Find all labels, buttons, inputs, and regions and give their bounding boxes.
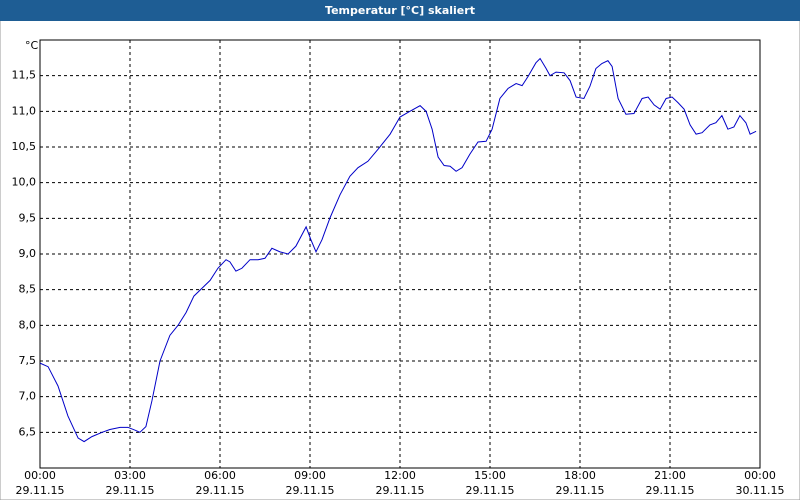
x-tick-label: 09:00 bbox=[294, 469, 326, 482]
y-tick-label: 10,5 bbox=[12, 140, 37, 153]
x-tick-date: 29.11.15 bbox=[556, 484, 605, 497]
x-tick-date: 29.11.15 bbox=[16, 484, 65, 497]
title-bar bbox=[0, 0, 800, 21]
x-tick-date: 29.11.15 bbox=[106, 484, 155, 497]
x-tick-label: 21:00 bbox=[654, 469, 686, 482]
x-tick-date: 29.11.15 bbox=[646, 484, 695, 497]
x-tick-label: 06:00 bbox=[204, 469, 236, 482]
x-tick-date: 30.11.15 bbox=[736, 484, 785, 497]
x-tick-date: 29.11.15 bbox=[376, 484, 425, 497]
y-axis-label: °C bbox=[25, 39, 39, 52]
x-tick-label: 00:00 bbox=[24, 469, 56, 482]
y-tick-label: 8,5 bbox=[19, 283, 37, 296]
x-tick-label: 12:00 bbox=[384, 469, 416, 482]
x-tick-date: 29.11.15 bbox=[286, 484, 335, 497]
y-tick-label: 11,5 bbox=[12, 69, 37, 82]
x-tick-label: 18:00 bbox=[564, 469, 596, 482]
x-tick-label: 15:00 bbox=[474, 469, 506, 482]
y-tick-label: 8,0 bbox=[19, 318, 37, 331]
y-tick-label: 9,0 bbox=[19, 247, 37, 260]
x-tick-date: 29.11.15 bbox=[466, 484, 515, 497]
y-tick-label: 10,0 bbox=[12, 176, 37, 189]
x-tick-label: 00:00 bbox=[744, 469, 776, 482]
x-tick-label: 03:00 bbox=[114, 469, 146, 482]
y-tick-label: 11,0 bbox=[12, 104, 37, 117]
x-tick-date: 29.11.15 bbox=[196, 484, 245, 497]
data-line bbox=[39, 57, 757, 443]
y-tick-label: 9,5 bbox=[19, 211, 37, 224]
chart-title: Temperatur [°C] skaliert bbox=[325, 4, 475, 17]
y-tick-label: 7,5 bbox=[19, 354, 37, 367]
y-tick-label: 7,0 bbox=[19, 390, 37, 403]
y-tick-label: 6,5 bbox=[19, 425, 37, 438]
